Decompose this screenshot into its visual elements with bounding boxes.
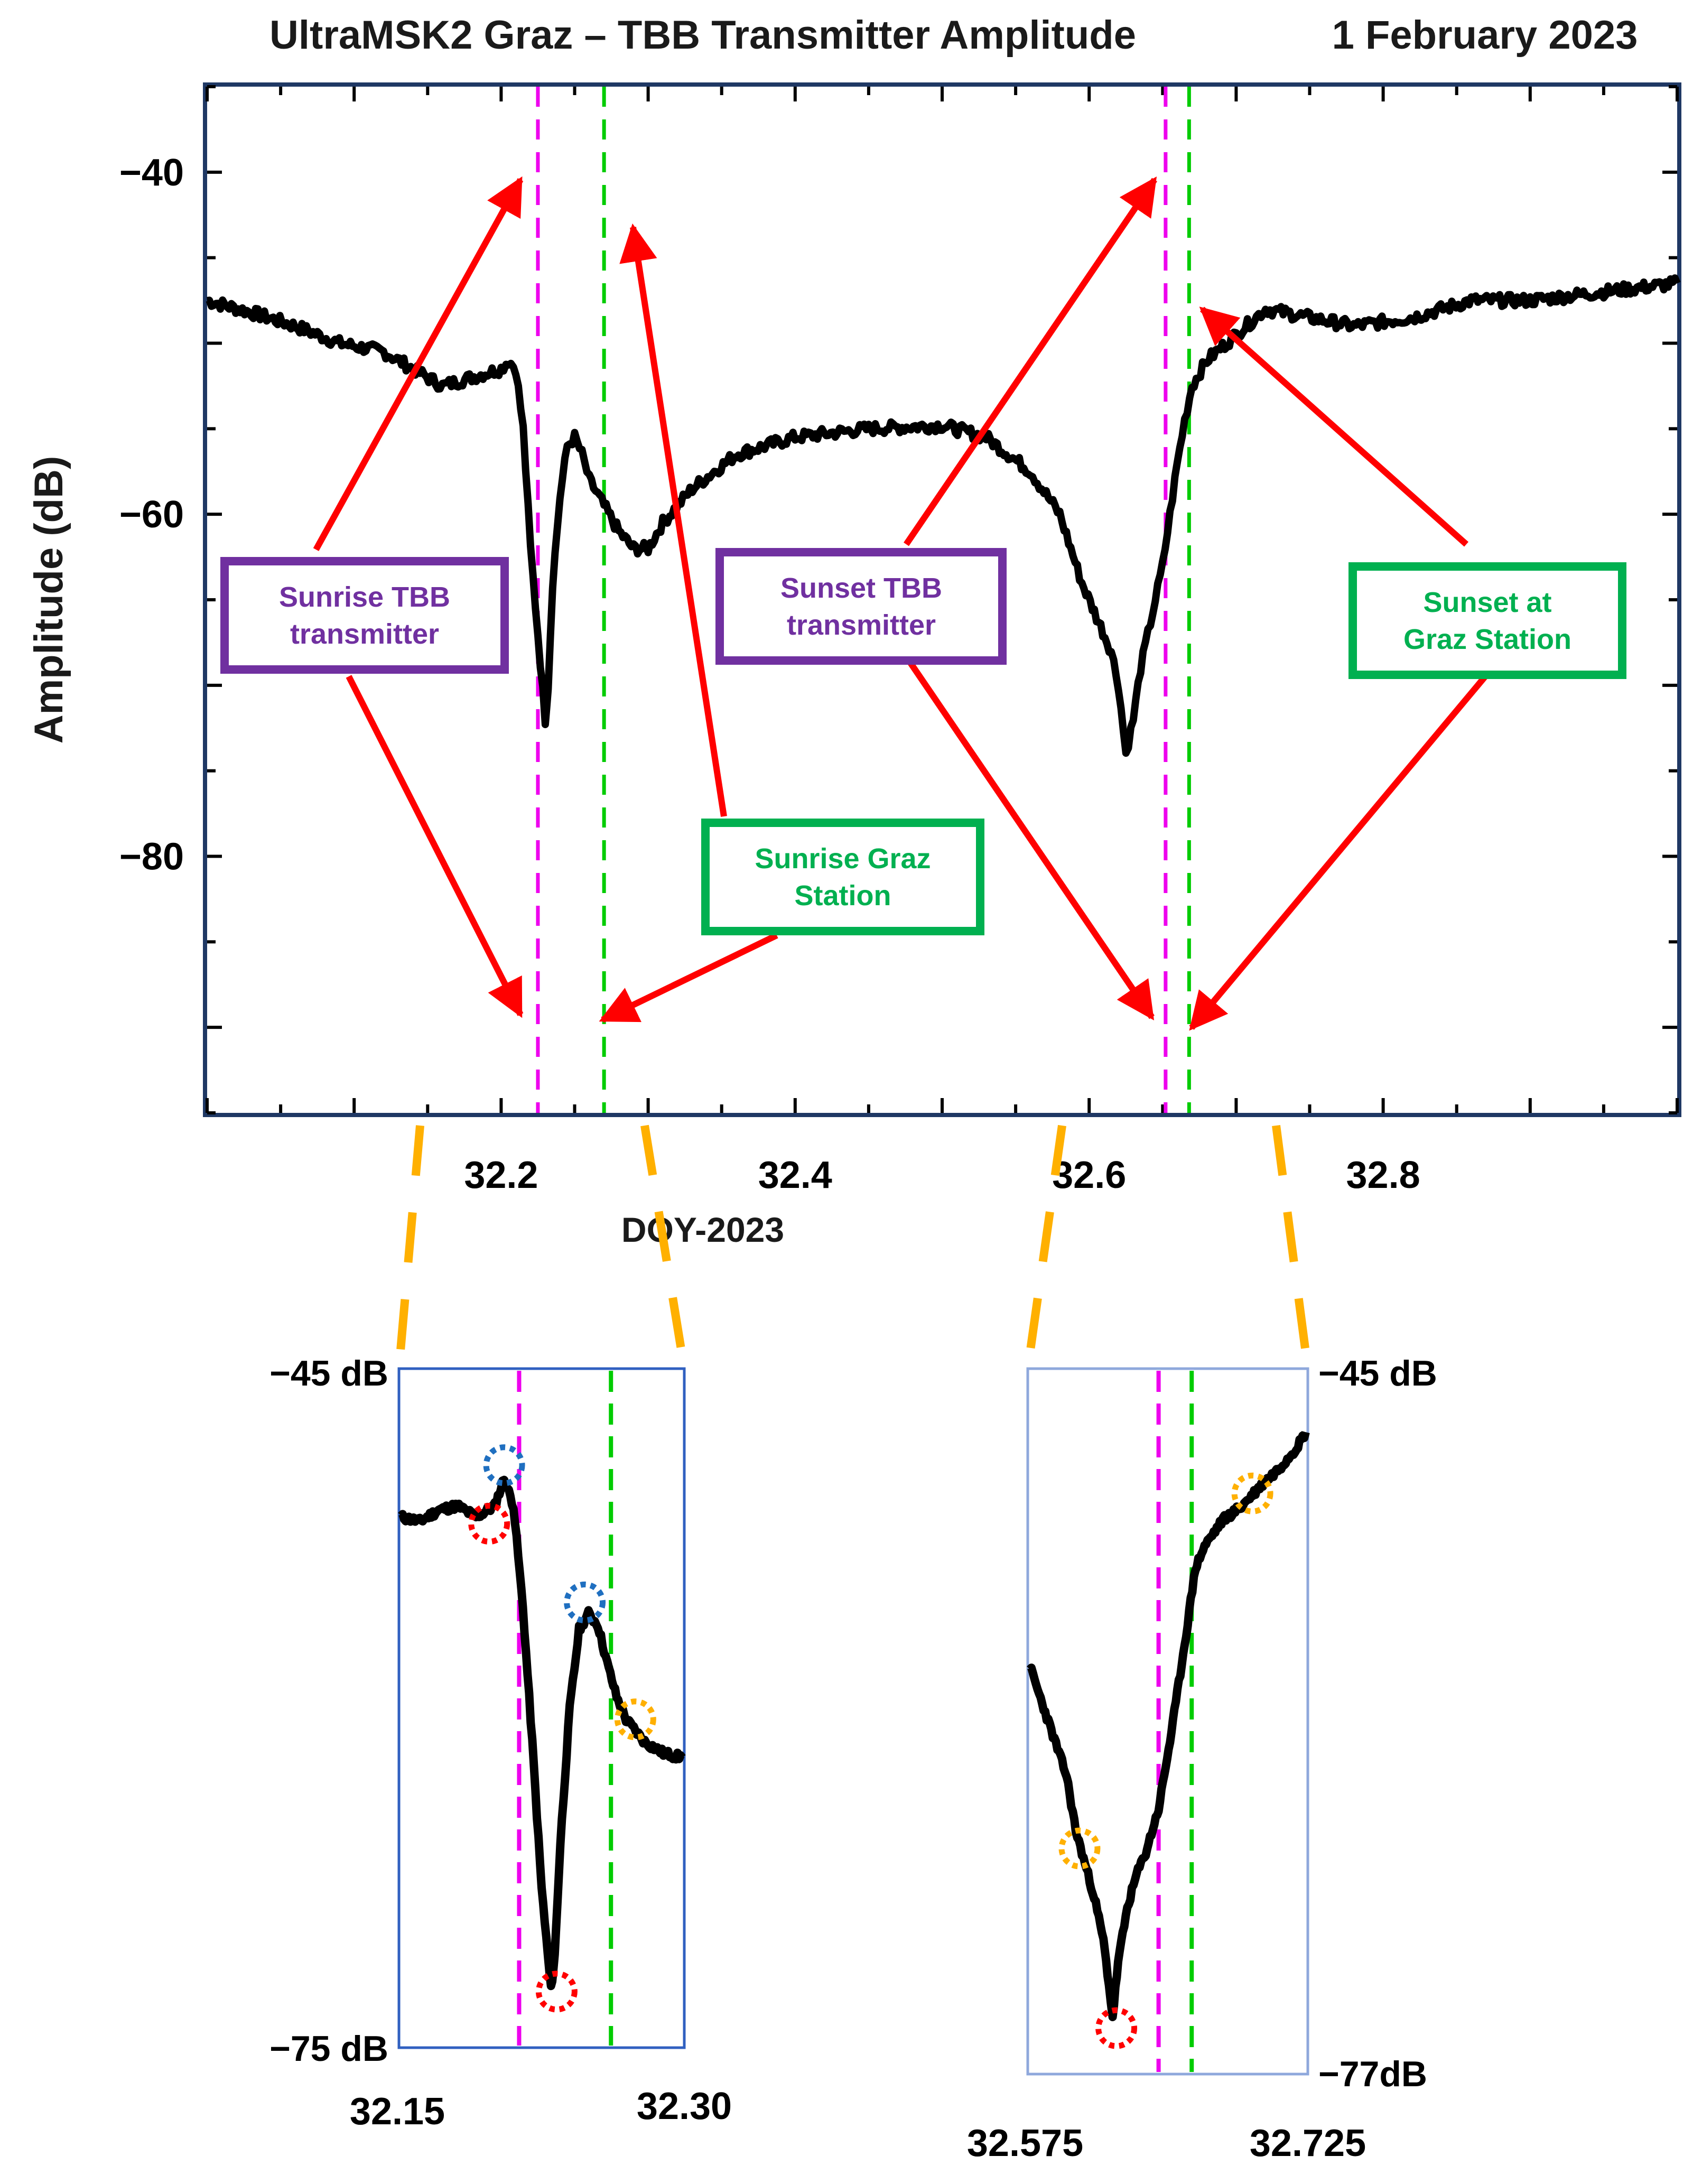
- x-tick-label: 32.6: [1052, 1154, 1126, 1196]
- inset-sunrise-xleft: 32.15: [350, 2090, 445, 2133]
- inset-sunrise-plot: −45 dB −75 dB 32.15 32.30: [269, 1353, 732, 2133]
- annotation-box: [1348, 562, 1626, 679]
- inset-sunrise-xright: 32.30: [637, 2085, 732, 2127]
- zoom-guide-right-a: [1024, 1124, 1066, 1370]
- annotation-line: Graz Station: [1403, 624, 1571, 655]
- annotation-box: [220, 557, 509, 674]
- annotation-line: Station: [795, 880, 891, 912]
- main-ticks: [206, 85, 1679, 1114]
- arrow-sunset-tbb-up: [904, 176, 1157, 546]
- arrow-sunset-graz-down: [1189, 672, 1490, 1031]
- inset-sunrise-frame: [397, 1367, 686, 2049]
- annotation-sunrise-graz: Sunrise Graz Station: [701, 819, 984, 935]
- inset-sunrise-ybottom: −75 dB: [269, 2029, 388, 2069]
- highlight-marker: [483, 1444, 525, 1486]
- inset-sunrise-ytop: −45 dB: [269, 1353, 388, 1393]
- zoom-guides: [395, 1124, 1312, 1370]
- inset-sunrise-markers: [468, 1444, 656, 2013]
- annotation-line: Sunrise Graz: [755, 843, 931, 875]
- annotation-box: [701, 819, 984, 935]
- inset-sunset-markers: [1058, 1472, 1273, 2049]
- amplitude-series-line: [206, 274, 1681, 757]
- highlight-marker: [1231, 1472, 1273, 1514]
- y-tick-label: −60: [119, 494, 184, 536]
- arrow-sunrise-graz-up: [619, 223, 727, 817]
- chart-title: UltraMSK2 Graz – TBB Transmitter Amplitu…: [269, 13, 1136, 58]
- x-tick-label: 32.4: [758, 1154, 832, 1196]
- highlight-marker: [535, 1971, 578, 2013]
- highlight-marker: [1058, 1827, 1101, 1870]
- highlight-marker: [468, 1502, 510, 1545]
- inset-sunrise-vlines: [517, 1371, 613, 2046]
- arrow-sunset-tbb-down: [906, 658, 1155, 1020]
- arrow-sunrise-graz-down: [599, 932, 778, 1023]
- annotation-sunset-tbb: Sunset TBB transmitter: [715, 548, 1007, 665]
- annotation-arrows: [313, 176, 1490, 1031]
- zoom-guide-left-b: [640, 1124, 689, 1370]
- y-tick-label: −80: [119, 836, 184, 878]
- inset-sunset-plot: −45 dB −77dB 32.575 32.725: [967, 1353, 1437, 2164]
- chart-date: 1 February 2023: [1332, 13, 1638, 58]
- x-tick-label: 32.2: [464, 1154, 538, 1196]
- y-tick-label: −40: [119, 152, 184, 194]
- arrow-sunset-graz-up: [1199, 306, 1468, 547]
- annotation-line: Sunset at: [1423, 587, 1551, 618]
- inset-sunset-ybottom: −77dB: [1318, 2054, 1427, 2094]
- annotation-line: transmitter: [787, 609, 936, 641]
- y-axis-label: Amplitude (dB): [26, 456, 71, 744]
- x-tick-label: 32.8: [1346, 1154, 1420, 1196]
- highlight-marker: [614, 1698, 656, 1741]
- inset-sunset-xright: 32.725: [1250, 2122, 1366, 2164]
- arrow-sunrise-tbb-down: [346, 675, 524, 1018]
- x-axis-label: DOY-2023: [621, 1210, 784, 1249]
- annotation-line: Sunrise TBB: [279, 581, 450, 613]
- annotation-line: transmitter: [290, 618, 439, 650]
- main-tick-labels: 32.2 32.4 32.6 32.8 −40 −60 −80: [119, 152, 1420, 1196]
- highlight-marker: [1095, 2007, 1138, 2049]
- zoom-guide-left-a: [395, 1125, 424, 1369]
- inset-sunset-xleft: 32.575: [967, 2122, 1083, 2164]
- annotation-line: Sunset TBB: [780, 572, 942, 604]
- annotation-sunrise-tbb: Sunrise TBB transmitter: [220, 557, 509, 674]
- inset-sunset-ytop: −45 dB: [1318, 1353, 1437, 1393]
- inset-sunrise-series-line: [398, 1475, 686, 1991]
- annotation-sunset-graz: Sunset at Graz Station: [1348, 562, 1626, 679]
- inset-sunset-series-line: [1027, 1431, 1310, 2021]
- main-vlines: [536, 87, 1191, 1113]
- highlight-marker: [564, 1581, 606, 1623]
- arrow-sunrise-tbb-up: [313, 176, 524, 551]
- inset-sunset-vlines: [1156, 1371, 1194, 2072]
- zoom-guide-right-b: [1272, 1124, 1312, 1370]
- annotation-box: [715, 548, 1007, 665]
